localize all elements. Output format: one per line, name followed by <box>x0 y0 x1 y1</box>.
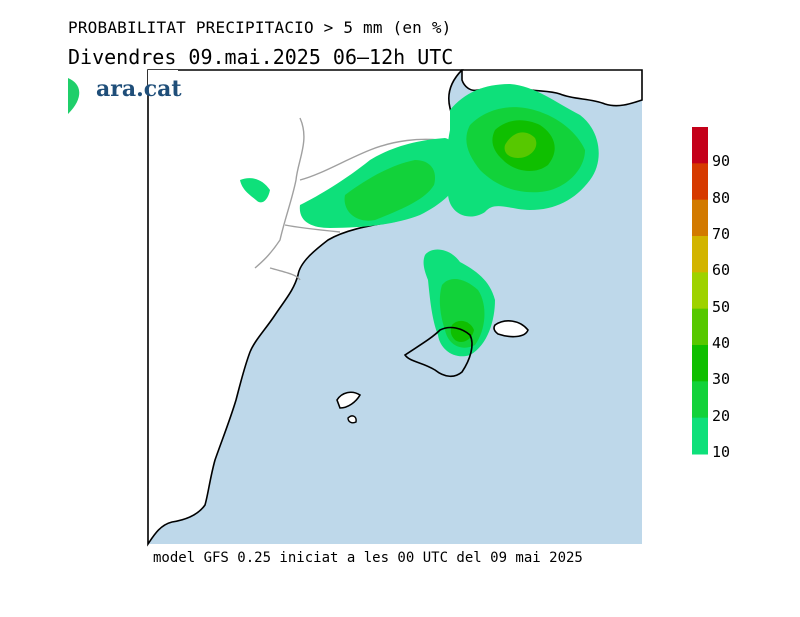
map-title: PROBABILITAT PRECIPITACIO > 5 mm (en %) <box>68 18 452 37</box>
legend-tick-label: 50 <box>712 297 731 316</box>
legend-swatch <box>692 199 708 237</box>
island-mallorca <box>403 326 473 378</box>
model-footer: model GFS 0.25 iniciat a les 00 UTC del … <box>153 550 583 566</box>
island-formentera <box>347 415 357 424</box>
legend-tick-label: 40 <box>712 334 731 352</box>
legend-swatch <box>692 417 708 455</box>
legend-swatch <box>692 308 708 346</box>
brand-logo-text[interactable]: ara.cat <box>96 76 182 102</box>
legend-tick-label: 90 <box>712 152 731 171</box>
legend-colorbar <box>692 127 708 455</box>
legend-tick-label: 20 <box>712 406 731 425</box>
legend-swatch <box>692 345 708 382</box>
leaf-icon <box>68 78 80 114</box>
map-subtitle: Divendres 09.mai.2025 06–12h UTC <box>68 45 454 69</box>
boundary-lines <box>254 117 459 281</box>
legend-swatch <box>692 127 708 164</box>
island-ibiza <box>336 391 362 409</box>
legend-swatch <box>692 272 708 310</box>
legend-tick-label: 10 <box>712 443 731 461</box>
legend-tick-label: 80 <box>712 188 731 207</box>
legend-tick-label: 30 <box>712 370 731 389</box>
legend-tick-label: 70 <box>712 225 731 243</box>
island-menorca <box>493 320 529 338</box>
legend-tick-label: 60 <box>712 261 731 280</box>
legend-swatch <box>692 163 708 201</box>
france-coast <box>461 69 643 107</box>
precip-contours <box>240 84 599 357</box>
legend-swatch <box>692 381 708 419</box>
legend-swatch <box>692 236 708 273</box>
